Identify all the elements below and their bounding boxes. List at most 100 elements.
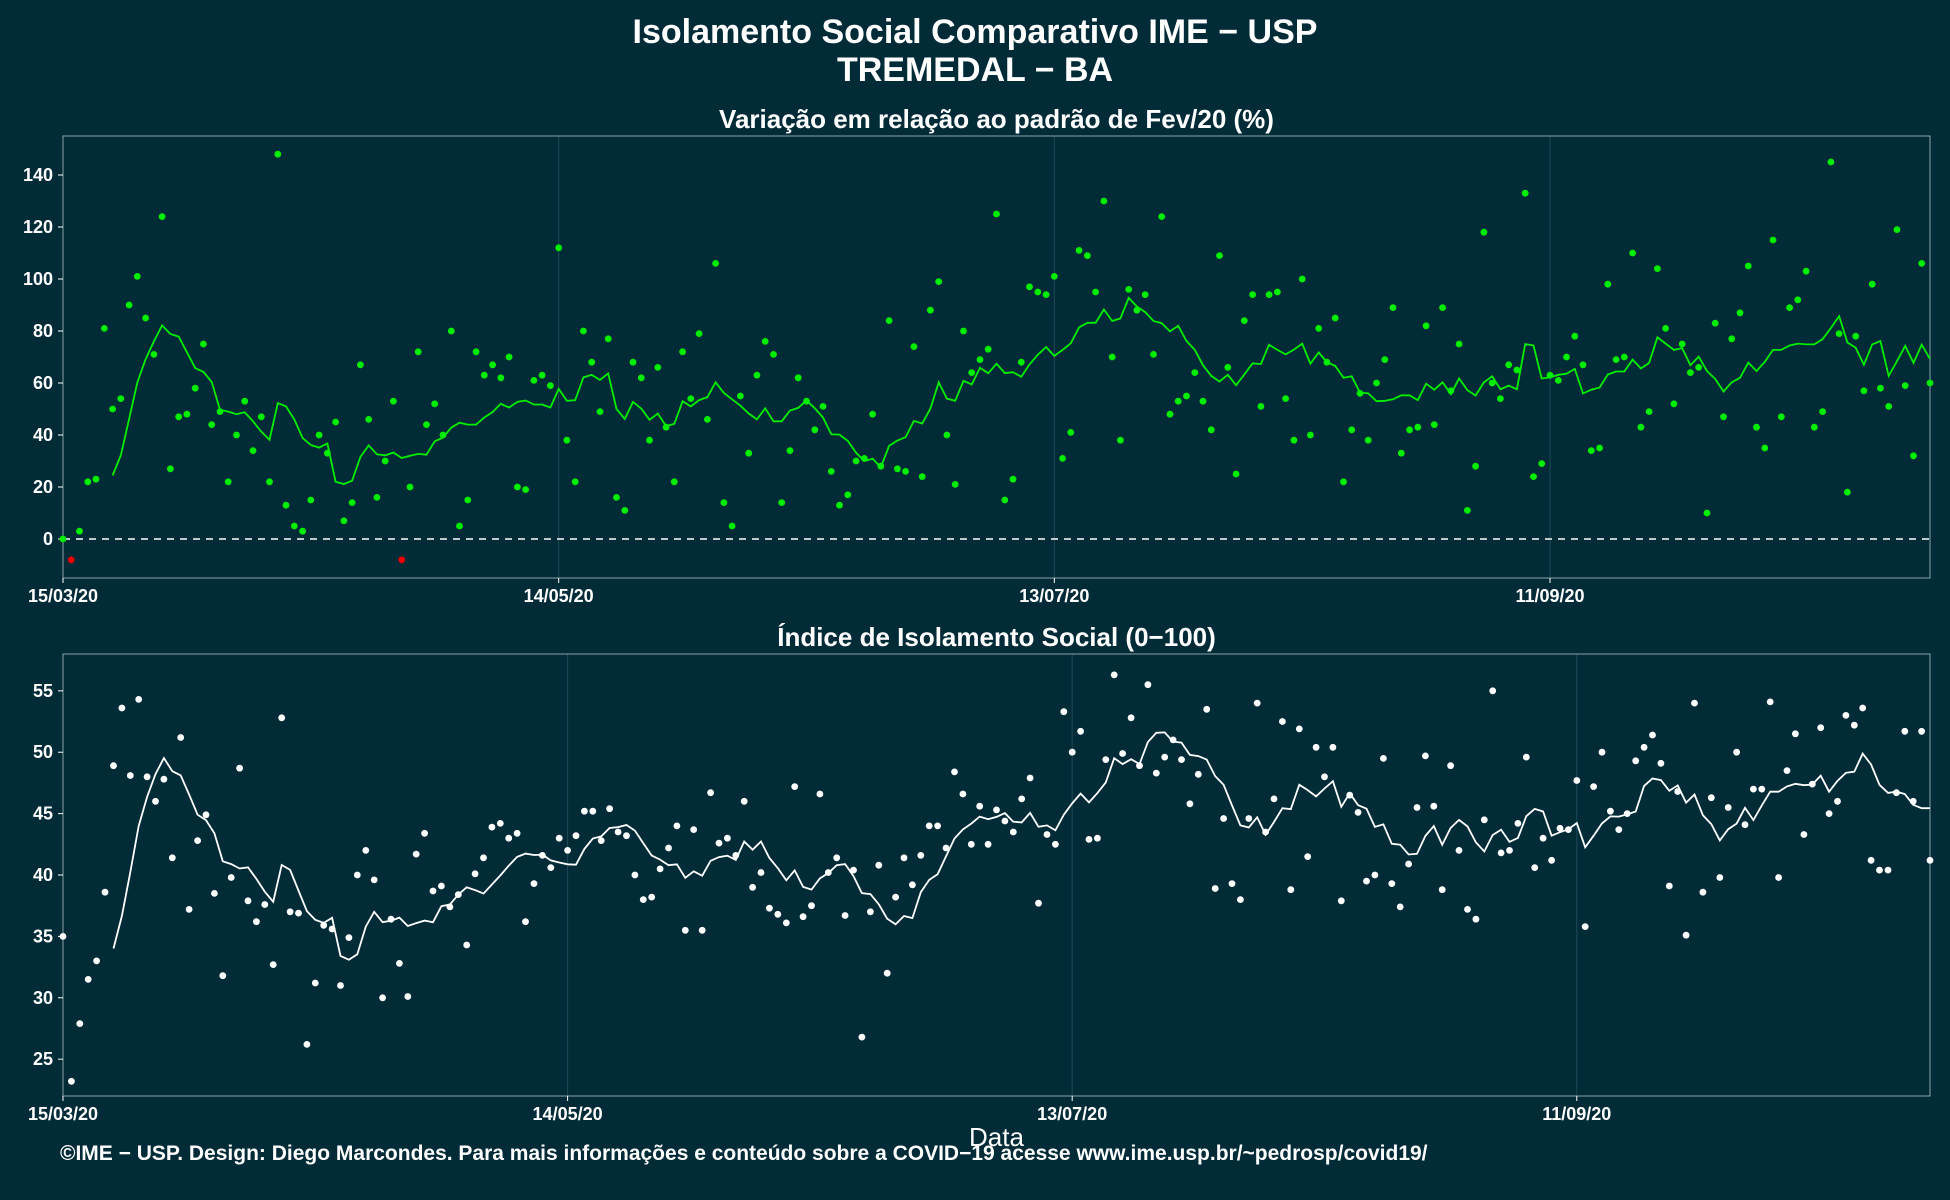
data-point — [1521, 189, 1529, 197]
data-point — [1834, 797, 1841, 805]
y-tick-label: 55 — [33, 681, 53, 701]
data-point — [1307, 431, 1314, 439]
data-point — [1620, 353, 1628, 361]
data-point — [646, 436, 653, 444]
data-point — [1455, 847, 1463, 854]
data-point — [539, 852, 546, 859]
data-point — [1388, 880, 1396, 887]
data-point — [639, 896, 647, 903]
chart-title: Isolamento Social Comparativo IME − USP — [632, 13, 1318, 51]
data-point — [1085, 836, 1093, 843]
data-point — [320, 921, 328, 929]
data-point — [135, 696, 143, 703]
data-point — [456, 522, 463, 530]
data-point — [860, 455, 868, 462]
data-point — [1571, 332, 1579, 340]
data-point — [76, 1020, 84, 1027]
data-point — [1753, 423, 1760, 431]
data-point — [315, 431, 323, 439]
data-point — [1867, 856, 1875, 864]
data-point — [1298, 275, 1306, 283]
data-point — [362, 847, 370, 854]
data-point — [885, 317, 893, 324]
data-point — [227, 874, 235, 881]
data-point — [1405, 860, 1412, 868]
data-point — [390, 397, 397, 405]
data-point — [1800, 831, 1808, 838]
data-point — [1257, 403, 1265, 410]
data-point — [1645, 408, 1653, 415]
data-point — [1844, 488, 1851, 496]
data-point — [1604, 280, 1612, 288]
data-point — [497, 374, 505, 382]
data-point — [1769, 236, 1777, 244]
data-point — [1687, 369, 1694, 376]
data-point — [1270, 795, 1278, 803]
data-point — [1488, 379, 1496, 387]
data-point — [1052, 840, 1059, 848]
data-point — [177, 734, 185, 741]
data-point — [892, 893, 899, 901]
data-point — [1808, 780, 1816, 788]
chart-subtitle: TREMEDAL − BA — [836, 51, 1114, 89]
data-point — [1430, 421, 1438, 428]
data-point — [446, 903, 454, 911]
data-point — [480, 371, 488, 379]
data-point — [1711, 319, 1719, 327]
data-point — [387, 915, 395, 923]
data-point — [295, 909, 302, 917]
data-point — [1253, 699, 1261, 707]
data-point — [1777, 413, 1785, 421]
data-point — [514, 483, 521, 491]
data-point — [118, 704, 126, 712]
data-point — [1554, 377, 1562, 384]
data-point — [918, 473, 926, 480]
data-point — [379, 994, 386, 1002]
data-point — [1274, 288, 1281, 296]
data-point — [1166, 410, 1174, 418]
data-point — [414, 348, 422, 356]
data-point — [538, 371, 546, 379]
data-point — [1060, 708, 1068, 716]
data-point — [1075, 247, 1083, 254]
data-point — [269, 961, 277, 968]
data-point — [794, 374, 802, 382]
data-point — [687, 395, 695, 402]
data-point — [1422, 752, 1429, 760]
data-point — [749, 883, 756, 891]
data-point — [1859, 704, 1867, 712]
data-point — [1464, 906, 1471, 913]
data-point — [1406, 426, 1413, 434]
data-point — [547, 864, 555, 871]
data-point — [1194, 770, 1202, 778]
data-point — [1802, 267, 1810, 275]
data-point — [1530, 473, 1537, 480]
data-point — [1629, 249, 1636, 257]
data-point — [670, 478, 678, 486]
data-point — [1744, 262, 1752, 270]
data-point — [902, 468, 909, 475]
data-point — [1654, 265, 1661, 272]
data-point — [1910, 452, 1917, 460]
data-point — [1546, 371, 1554, 379]
data-point — [571, 478, 579, 486]
footer-credits: ©IME − USP. Design: Diego Marcondes. Par… — [60, 1142, 1428, 1165]
y-tick-label: 80 — [33, 321, 53, 341]
data-point — [1290, 436, 1298, 444]
data-point — [208, 421, 216, 428]
data-point — [236, 764, 244, 772]
y-tick-label: 40 — [33, 425, 53, 445]
data-point — [109, 405, 116, 413]
data-point — [1472, 915, 1480, 923]
data-point — [597, 837, 605, 844]
data-point — [530, 880, 538, 887]
data-point — [202, 811, 210, 819]
data-point — [216, 408, 224, 415]
data-point — [1262, 828, 1269, 836]
chart-panel-1: Variação em relação ao padrão de Fev/20 … — [23, 104, 1934, 606]
data-point — [303, 1041, 311, 1048]
data-point — [150, 351, 158, 358]
data-point — [1447, 762, 1454, 770]
data-point — [1282, 395, 1289, 402]
data-point — [241, 397, 249, 405]
